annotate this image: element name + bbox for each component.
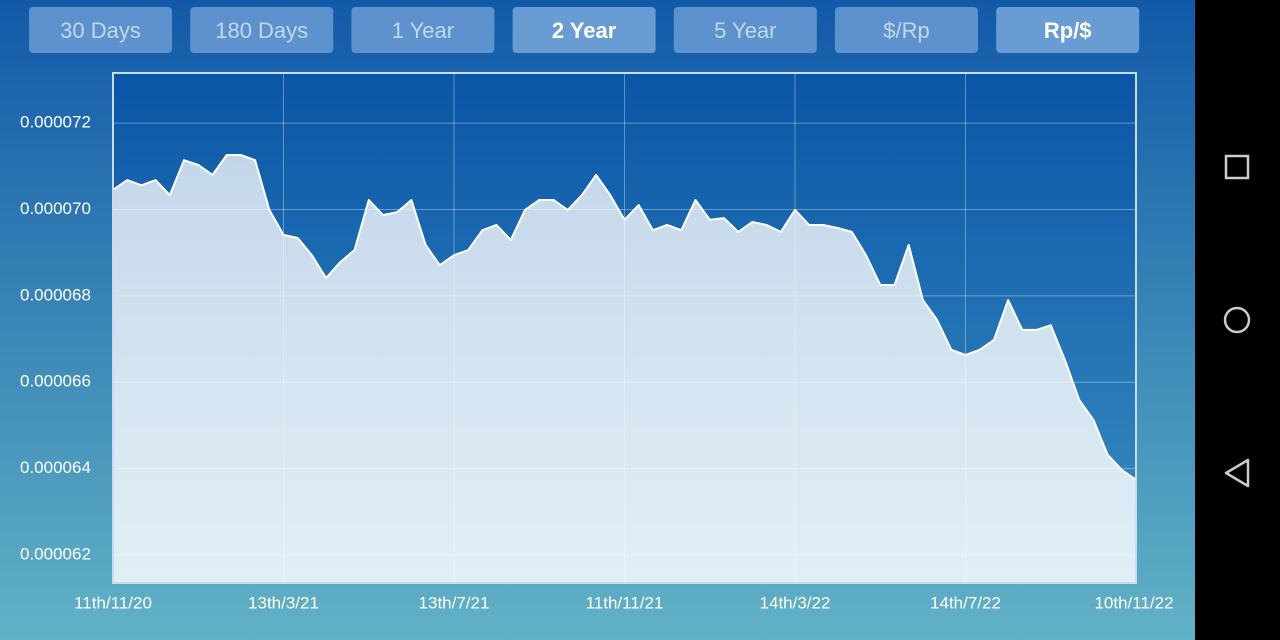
button-label[interactable]: 180 Days (215, 18, 308, 43)
button-bg[interactable] (29, 7, 172, 53)
button-bg[interactable] (512, 7, 656, 53)
area (113, 155, 1136, 583)
y-tick-label: 0.000072 (20, 113, 91, 132)
range-button[interactable]: 1 Year (351, 7, 495, 53)
button-label[interactable]: 2 Year (552, 18, 617, 43)
button-bg[interactable] (996, 7, 1140, 53)
y-tick-label: 0.000064 (20, 458, 91, 477)
x-tick-label: 14th/3/22 (760, 593, 831, 612)
range-button[interactable]: Rp/$ (996, 7, 1140, 53)
y-tick-label: 0.000068 (20, 285, 91, 304)
home-button[interactable] (1223, 306, 1251, 334)
y-tick-label: 0.000062 (20, 544, 91, 563)
nav-bar (1195, 0, 1280, 640)
range-button[interactable]: 5 Year (673, 7, 817, 53)
x-tick-label: 10th/11/22 (1094, 593, 1173, 612)
x-tick-label: 11th/11/21 (586, 593, 664, 612)
y-tick-label: 0.000066 (20, 372, 91, 391)
chart (112, 73, 1137, 583)
x-tick-label: 13th/7/21 (419, 593, 490, 612)
button-bg[interactable] (835, 7, 978, 53)
back-button[interactable] (1224, 458, 1250, 488)
range-button[interactable]: 30 Days (29, 7, 172, 53)
button-label[interactable]: 1 Year (392, 18, 454, 43)
range-button[interactable]: $/Rp (835, 7, 978, 53)
line (112, 154, 1137, 481)
button-label[interactable]: Rp/$ (1044, 18, 1092, 43)
recents-button[interactable] (1224, 154, 1250, 180)
button-bg[interactable] (190, 7, 334, 53)
button-label[interactable]: 5 Year (714, 18, 776, 43)
button-bg[interactable] (673, 7, 817, 53)
range-button[interactable]: 2 Year (512, 7, 656, 53)
x-tick-label: 14th/7/22 (930, 593, 1001, 612)
button-label[interactable]: $/Rp (883, 18, 929, 43)
range-button[interactable]: 180 Days (190, 7, 334, 53)
button-label[interactable]: 30 Days (60, 18, 141, 43)
plot-border (112, 72, 1137, 584)
button-bg[interactable] (351, 7, 495, 53)
x-tick-label: 13th/3/21 (248, 593, 319, 612)
x-tick-label: 11th/11/20 (74, 593, 152, 612)
y-tick-label: 0.000070 (20, 199, 91, 218)
